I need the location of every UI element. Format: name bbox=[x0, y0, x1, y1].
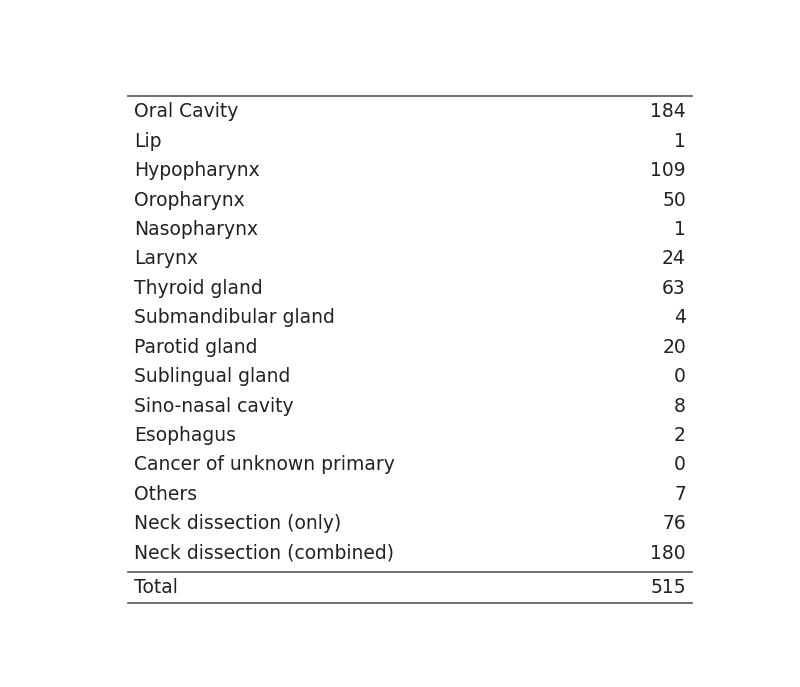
Text: Submandibular gland: Submandibular gland bbox=[134, 308, 335, 327]
Text: Sino-nasal cavity: Sino-nasal cavity bbox=[134, 396, 294, 416]
Text: Neck dissection (combined): Neck dissection (combined) bbox=[134, 543, 394, 563]
Text: 50: 50 bbox=[662, 190, 686, 210]
Text: 4: 4 bbox=[674, 308, 686, 327]
Text: 63: 63 bbox=[662, 279, 686, 298]
Text: Parotid gland: Parotid gland bbox=[134, 338, 258, 357]
Text: Cancer of unknown primary: Cancer of unknown primary bbox=[134, 455, 395, 475]
Text: 76: 76 bbox=[662, 515, 686, 533]
Text: 7: 7 bbox=[674, 485, 686, 504]
Text: Neck dissection (only): Neck dissection (only) bbox=[134, 515, 342, 533]
Text: Oropharynx: Oropharynx bbox=[134, 190, 245, 210]
Text: Others: Others bbox=[134, 485, 198, 504]
Text: Nasopharynx: Nasopharynx bbox=[134, 220, 258, 239]
Text: Total: Total bbox=[134, 578, 178, 597]
Text: 1: 1 bbox=[674, 132, 686, 150]
Text: Sublingual gland: Sublingual gland bbox=[134, 367, 290, 386]
Text: Hypopharynx: Hypopharynx bbox=[134, 161, 260, 180]
Text: Lip: Lip bbox=[134, 132, 162, 150]
Text: 184: 184 bbox=[650, 102, 686, 122]
Text: 24: 24 bbox=[662, 249, 686, 269]
Text: Larynx: Larynx bbox=[134, 249, 198, 269]
Text: 20: 20 bbox=[662, 338, 686, 357]
Text: 1: 1 bbox=[674, 220, 686, 239]
Text: Thyroid gland: Thyroid gland bbox=[134, 279, 263, 298]
Text: 0: 0 bbox=[674, 455, 686, 475]
Text: 0: 0 bbox=[674, 367, 686, 386]
Text: 109: 109 bbox=[650, 161, 686, 180]
Text: Esophagus: Esophagus bbox=[134, 426, 236, 445]
Text: 8: 8 bbox=[674, 396, 686, 416]
Text: 515: 515 bbox=[650, 578, 686, 597]
Text: 180: 180 bbox=[650, 543, 686, 563]
Text: Oral Cavity: Oral Cavity bbox=[134, 102, 238, 122]
Text: 2: 2 bbox=[674, 426, 686, 445]
